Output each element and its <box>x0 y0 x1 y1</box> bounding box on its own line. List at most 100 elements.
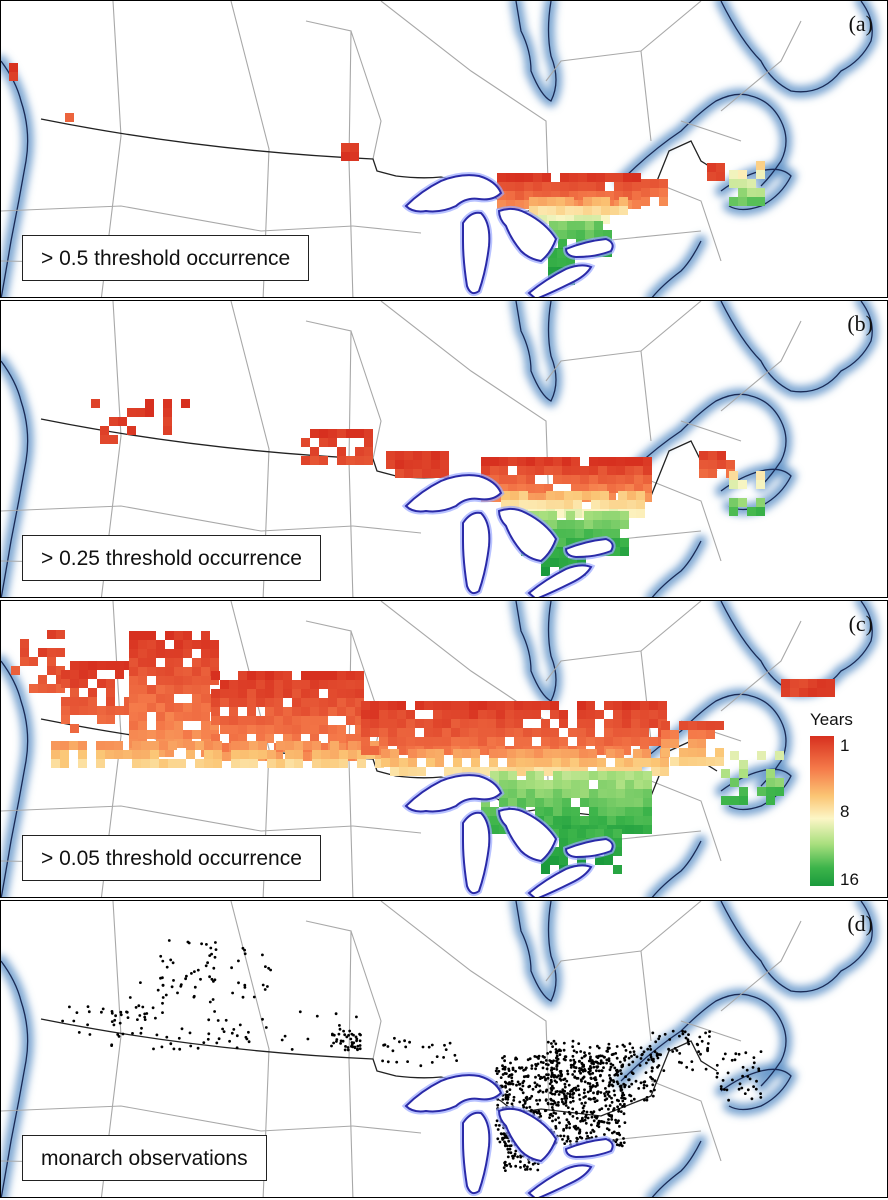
panel-label-c: (c) <box>848 611 873 636</box>
observation-point <box>222 1030 226 1033</box>
occurrence-cell <box>310 734 319 743</box>
occurrence-cell <box>661 721 670 730</box>
occurrence-cell <box>514 728 523 737</box>
observation-point <box>578 1069 581 1073</box>
occurrence-cell <box>514 710 523 719</box>
occurrence-cell <box>56 630 65 639</box>
occurrence-cell <box>310 716 319 725</box>
observation-point <box>573 1065 576 1069</box>
observation-point <box>335 1038 339 1041</box>
occurrence-cell <box>529 206 538 215</box>
occurrence-cell <box>619 197 628 206</box>
occurrence-cell <box>238 716 247 725</box>
occurrence-cell <box>201 667 210 676</box>
observation-point <box>350 1043 354 1046</box>
observation-point <box>553 1092 557 1096</box>
observation-point <box>745 1068 749 1072</box>
observation-point <box>623 1102 626 1106</box>
occurrence-cell <box>265 680 274 689</box>
observation-point <box>592 1062 595 1066</box>
occurrence-cell <box>738 498 747 507</box>
occurrence-cell <box>535 466 544 475</box>
observation-point <box>283 1034 287 1038</box>
observation-point <box>559 1078 563 1082</box>
observation-point <box>501 1138 504 1141</box>
observation-point <box>550 1084 554 1088</box>
observation-point <box>541 1066 545 1070</box>
observation-point <box>687 1042 691 1046</box>
occurrence-cell <box>390 749 399 758</box>
occurrence-cell <box>341 152 350 161</box>
occurrence-cell <box>229 698 238 707</box>
observation-point <box>511 1068 515 1071</box>
occurrence-cell <box>756 498 765 507</box>
observation-point <box>204 964 208 968</box>
occurrence-cell <box>375 759 384 768</box>
observation-point <box>592 1065 596 1069</box>
occurrence-cell <box>588 749 597 758</box>
occurrence-cell <box>328 707 337 716</box>
observation-point <box>588 1082 592 1085</box>
map-panel-a: (a) > 0.5 threshold occurrence <box>0 0 888 298</box>
occurrence-cell <box>109 417 118 426</box>
occurrence-cell <box>517 475 526 484</box>
occurrence-cell <box>616 807 625 816</box>
observation-point <box>740 1086 744 1090</box>
observation-point <box>518 1066 521 1070</box>
occurrence-cell <box>451 719 460 728</box>
occurrence-cell <box>337 743 346 752</box>
occurrence-cell <box>589 457 598 466</box>
occurrence-cell <box>481 807 490 816</box>
occurrence-cell <box>388 728 397 737</box>
observation-point <box>601 1120 604 1124</box>
observation-point <box>575 1127 578 1131</box>
observation-point <box>448 1041 452 1045</box>
occurrence-cell <box>114 741 123 750</box>
occurrence-cell <box>610 206 619 215</box>
occurrence-cell <box>337 680 346 689</box>
occurrence-cell <box>544 466 553 475</box>
occurrence-cell <box>129 676 138 685</box>
observation-point <box>671 1050 675 1053</box>
observation-point <box>531 1087 535 1091</box>
occurrence-cell <box>404 469 413 478</box>
occurrence-cell <box>716 172 725 181</box>
occurrence-cell <box>739 787 748 796</box>
occurrence-cell <box>201 658 210 667</box>
occurrence-cell <box>168 759 177 768</box>
legend-color-bar <box>810 736 834 886</box>
observation-point <box>618 1103 622 1106</box>
occurrence-cell <box>679 721 688 730</box>
observation-point <box>590 1123 593 1127</box>
occurrence-cell <box>129 667 138 676</box>
occurrence-cell <box>337 447 346 456</box>
occurrence-cell <box>517 466 526 475</box>
occurrence-cell <box>337 725 346 734</box>
observation-point <box>642 1050 646 1054</box>
occurrence-cell <box>192 667 201 676</box>
observation-point <box>211 998 215 1001</box>
occurrence-cell <box>643 493 652 502</box>
occurrence-cell <box>553 798 562 807</box>
occurrence-cell <box>510 491 519 500</box>
occurrence-cell <box>650 188 659 197</box>
occurrence-cell <box>147 649 156 658</box>
occurrence-cell <box>150 759 159 768</box>
occurrence-cell <box>424 737 433 746</box>
observation-point <box>520 1066 524 1069</box>
occurrence-cell <box>129 658 138 667</box>
occurrence-cell <box>619 206 628 215</box>
observation-point <box>545 1067 549 1071</box>
observation-point <box>180 1027 184 1031</box>
observation-point <box>184 977 188 981</box>
occurrence-cell <box>584 529 593 538</box>
occurrence-cell <box>577 829 586 838</box>
occurrence-cell <box>534 758 543 767</box>
occurrence-cell <box>61 706 70 715</box>
observation-point <box>615 1056 619 1060</box>
observation-point <box>623 1105 626 1108</box>
occurrence-cell <box>611 529 620 538</box>
occurrence-cell <box>548 258 557 267</box>
observation-point <box>503 1140 506 1144</box>
occurrence-cell <box>808 688 817 697</box>
